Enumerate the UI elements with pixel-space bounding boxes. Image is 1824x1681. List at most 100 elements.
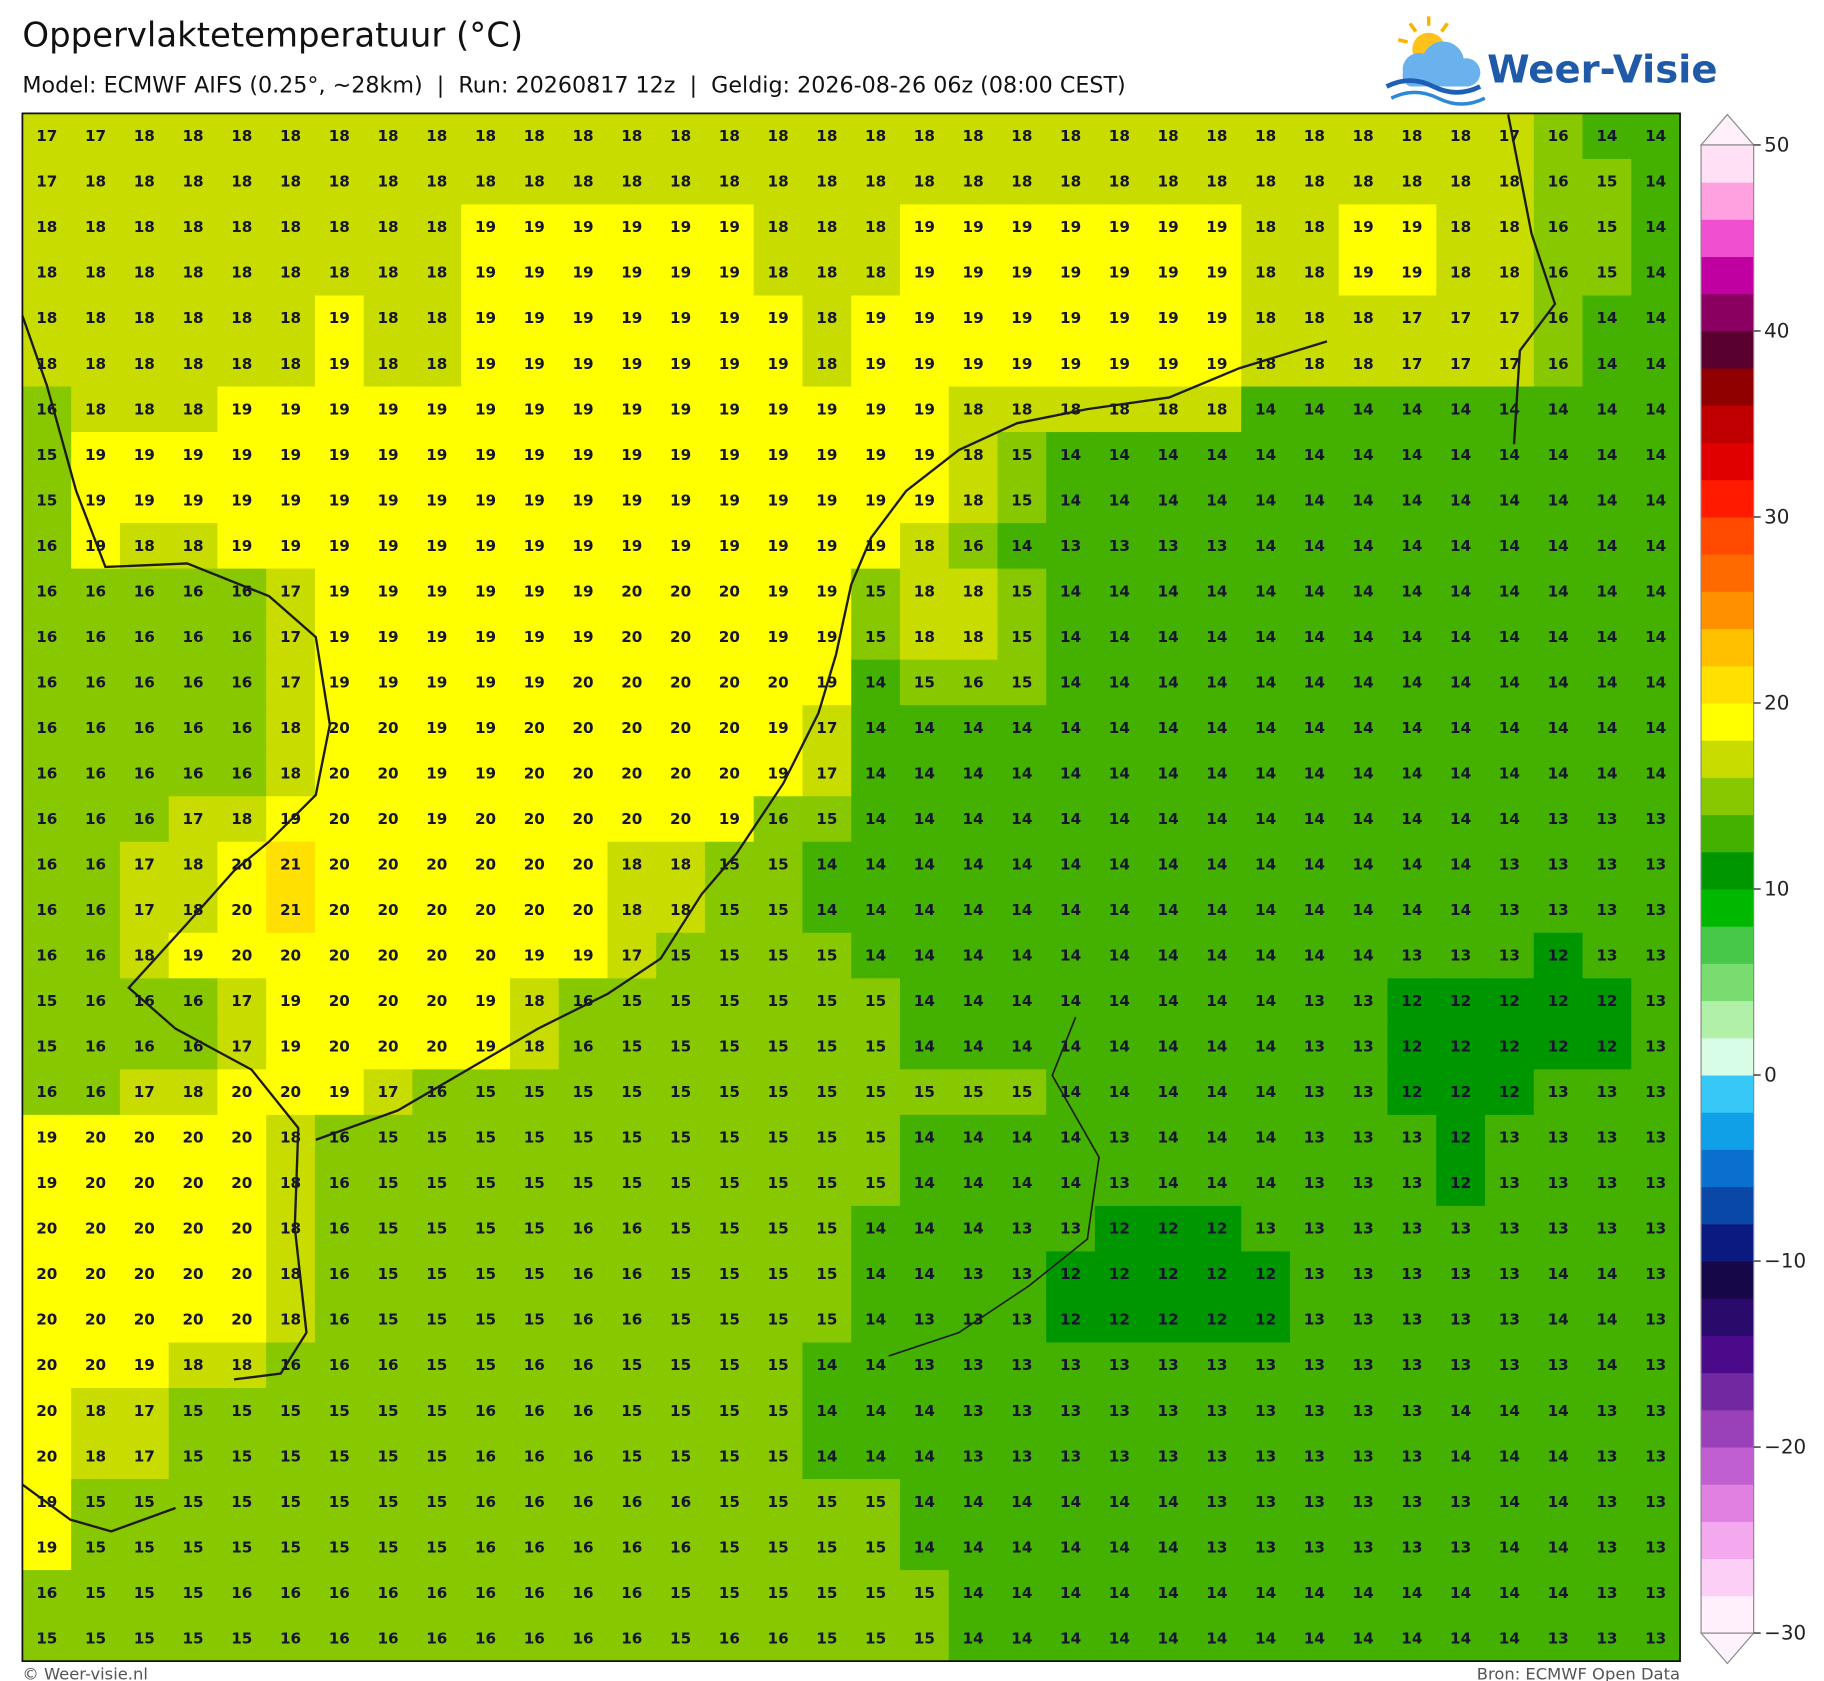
temperature-label: 14 bbox=[1158, 947, 1179, 965]
temperature-label: 19 bbox=[621, 355, 642, 373]
temperature-label: 19 bbox=[475, 1038, 496, 1056]
temperature-label: 18 bbox=[1206, 127, 1227, 145]
colorbar-segment bbox=[1701, 368, 1754, 406]
temperature-cell bbox=[1387, 1342, 1437, 1389]
temperature-label: 14 bbox=[1450, 1447, 1471, 1465]
temperature-cell bbox=[1631, 1342, 1681, 1389]
temperature-cell bbox=[997, 1023, 1047, 1071]
temperature-cell bbox=[1582, 1387, 1632, 1435]
temperature-cell bbox=[412, 750, 462, 797]
temperature-label: 14 bbox=[1450, 628, 1471, 646]
temperature-label: 19 bbox=[426, 400, 447, 418]
temperature-label: 15 bbox=[134, 1629, 155, 1647]
temperature-label: 16 bbox=[36, 582, 57, 600]
temperature-label: 15 bbox=[768, 1538, 789, 1556]
temperature-label: 18 bbox=[1450, 173, 1471, 191]
temperature-label: 16 bbox=[572, 1447, 593, 1465]
temperature-label: 13 bbox=[1596, 1174, 1617, 1192]
temperature-label: 13 bbox=[1548, 1629, 1569, 1647]
temperature-cell bbox=[558, 1479, 609, 1526]
temperature-label: 15 bbox=[134, 1538, 155, 1556]
temperature-cell bbox=[851, 1069, 901, 1116]
temperature-cell bbox=[168, 1615, 219, 1662]
temperature-label: 14 bbox=[1401, 855, 1422, 873]
temperature-cell bbox=[704, 386, 755, 433]
temperature-label: 16 bbox=[85, 947, 106, 965]
temperature-cell bbox=[1533, 1251, 1584, 1298]
temperature-cell bbox=[71, 705, 121, 752]
temperature-label: 14 bbox=[1548, 491, 1569, 509]
temperature-cell bbox=[119, 340, 170, 388]
temperature-label: 13 bbox=[1206, 1356, 1227, 1374]
temperature-cell bbox=[1046, 1387, 1096, 1435]
temperature-label: 16 bbox=[719, 1629, 740, 1647]
temperature-cell bbox=[704, 568, 755, 615]
temperature-cell bbox=[1631, 614, 1681, 661]
temperature-label: 13 bbox=[1401, 1402, 1422, 1420]
temperature-cell bbox=[1533, 386, 1584, 433]
temperature-label: 20 bbox=[182, 1174, 203, 1192]
temperature-cell bbox=[1338, 750, 1389, 797]
temperature-cell bbox=[363, 204, 414, 251]
temperature-label: 19 bbox=[377, 628, 398, 646]
temperature-cell bbox=[168, 1387, 219, 1435]
temperature-cell bbox=[509, 978, 560, 1025]
temperature-label: 17 bbox=[134, 1402, 155, 1420]
temperature-cell bbox=[1485, 1069, 1535, 1116]
temperature-label: 16 bbox=[85, 628, 106, 646]
temperature-label: 14 bbox=[1158, 673, 1179, 691]
temperature-cell bbox=[217, 340, 267, 388]
temperature-label: 13 bbox=[1255, 1538, 1276, 1556]
temperature-cell bbox=[1436, 1023, 1486, 1071]
temperature-label: 14 bbox=[1060, 764, 1081, 782]
temperature-cell bbox=[217, 1114, 267, 1162]
temperature-cell bbox=[704, 750, 755, 797]
temperature-label: 16 bbox=[231, 673, 252, 691]
temperature-cell bbox=[1485, 841, 1535, 888]
temperature-cell bbox=[1485, 1205, 1535, 1253]
temperature-cell bbox=[1094, 978, 1145, 1025]
temperature-cell bbox=[1289, 1570, 1340, 1617]
temperature-cell bbox=[704, 614, 755, 661]
temperature-label: 19 bbox=[670, 537, 691, 555]
temperature-cell bbox=[1241, 523, 1291, 570]
temperature-cell bbox=[656, 295, 706, 342]
temperature-cell bbox=[363, 1160, 414, 1207]
temperature-label: 18 bbox=[377, 309, 398, 327]
temperature-cell bbox=[266, 841, 316, 888]
temperature-cell bbox=[1436, 1114, 1486, 1162]
temperature-label: 13 bbox=[963, 1447, 984, 1465]
temperature-cell bbox=[22, 614, 72, 661]
temperature-cell bbox=[1143, 340, 1194, 388]
temperature-label: 19 bbox=[329, 400, 350, 418]
temperature-cell bbox=[217, 295, 267, 342]
temperature-label: 19 bbox=[329, 582, 350, 600]
temperature-cell bbox=[1533, 932, 1584, 980]
temperature-label: 19 bbox=[1109, 309, 1130, 327]
temperature-label: 18 bbox=[85, 400, 106, 418]
map: 17 17 18 18 18 18 18 18 18 18 18 18 18 18 18 18 18 18 18 18… bbox=[22, 113, 1681, 1662]
temperature-cell bbox=[1046, 295, 1096, 342]
temperature-cell bbox=[119, 1114, 170, 1162]
temperature-cell bbox=[1485, 1524, 1535, 1571]
temperature-cell bbox=[412, 158, 462, 206]
temperature-label: 18 bbox=[85, 309, 106, 327]
temperature-label: 14 bbox=[1450, 1584, 1471, 1602]
temperature-label: 16 bbox=[475, 1447, 496, 1465]
temperature-cell bbox=[948, 249, 999, 297]
temperature-cell bbox=[314, 477, 365, 524]
temperature-cell bbox=[314, 705, 365, 752]
temperature-label: 14 bbox=[1011, 1174, 1032, 1192]
temperature-cell bbox=[1143, 614, 1194, 661]
temperature-label: 14 bbox=[1158, 855, 1179, 873]
temperature-label: 14 bbox=[1109, 719, 1130, 737]
temperature-cell bbox=[1289, 1479, 1340, 1526]
temperature-label: 13 bbox=[1596, 1493, 1617, 1511]
temperature-label: 15 bbox=[377, 1538, 398, 1556]
temperature-cell bbox=[558, 978, 609, 1025]
temperature-cell bbox=[802, 978, 852, 1025]
temperature-label: 19 bbox=[670, 309, 691, 327]
temperature-label: 19 bbox=[1401, 218, 1422, 236]
temperature-label: 14 bbox=[1206, 901, 1227, 919]
temperature-label: 16 bbox=[231, 719, 252, 737]
